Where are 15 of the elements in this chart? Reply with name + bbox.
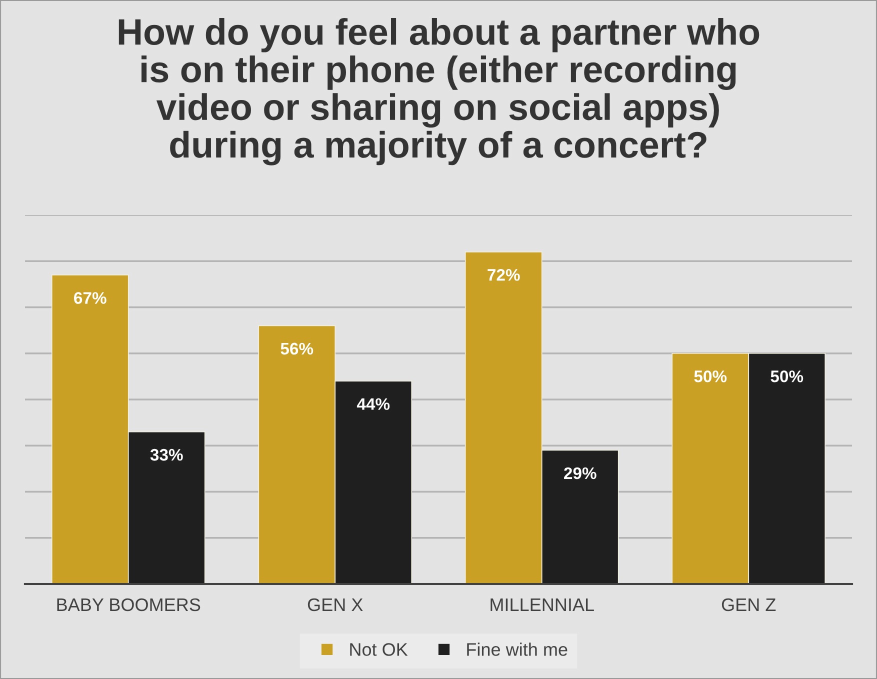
data-label: 29%	[564, 467, 596, 480]
data-label: 72%	[488, 269, 520, 281]
data-label: 44%	[356, 398, 390, 410]
chart-title: How do you feel about a partner who is on their phone (either recording video or sharing on social apps) during a majority of a concert?	[118, 18, 760, 166]
legend-label: Fine with me	[467, 642, 568, 656]
legend-label: Not OK	[350, 643, 408, 656]
data-label: 50%	[770, 370, 804, 382]
x-tick-label: GEN X	[308, 598, 363, 612]
data-label: 56%	[280, 342, 314, 355]
x-tick-label: GEN Z	[722, 598, 776, 612]
data-label: 67%	[74, 292, 106, 304]
data-label: 33%	[150, 448, 183, 461]
data-label: 50%	[694, 370, 727, 382]
x-tick-label: MILLENNIAL	[490, 598, 594, 611]
x-tick-label: BABY BOOMERS	[57, 598, 200, 612]
